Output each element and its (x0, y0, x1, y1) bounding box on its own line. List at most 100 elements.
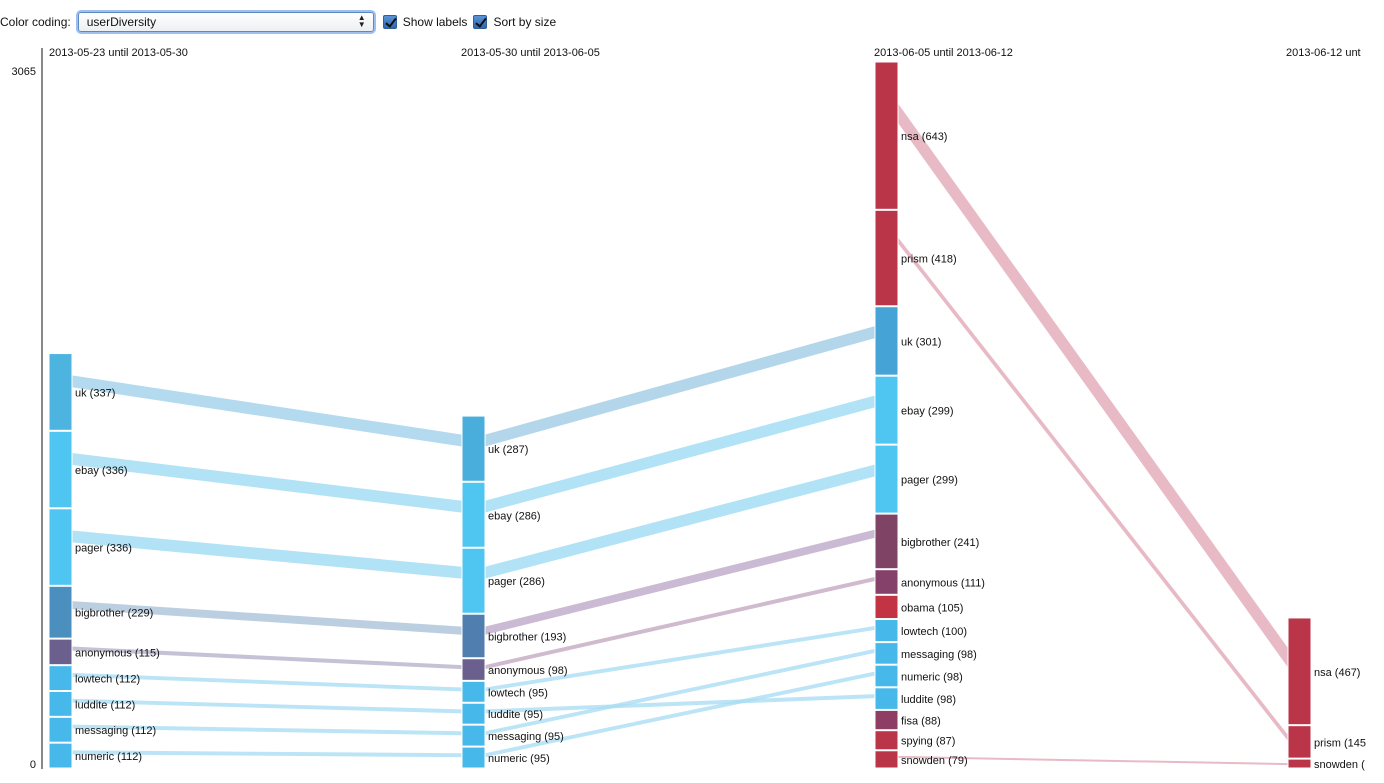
topic-label-nsa: nsa (467) (1314, 667, 1360, 679)
topic-label-prism: prism (145 (1314, 737, 1366, 749)
topic-node-anonymous[interactable] (48, 638, 73, 666)
topic-label-fisa: fisa (88) (901, 716, 941, 728)
topic-node-bigbrother[interactable] (461, 613, 486, 659)
flow-link-pager[interactable] (485, 464, 875, 579)
topic-label-lowtech: lowtech (112) (75, 674, 140, 686)
topic-label-bigbrother: bigbrother (193) (488, 631, 566, 643)
color-coding-selected-value: userDiversity (86, 15, 157, 29)
topic-label-luddite: luddite (98) (901, 694, 956, 706)
flow-link-uk[interactable] (485, 326, 875, 447)
topic-node-snowden[interactable] (1287, 758, 1312, 769)
topic-node-numeric[interactable] (874, 664, 899, 688)
topic-nodes (48, 61, 1312, 769)
topic-label-anonymous: anonymous (98) (488, 665, 568, 677)
flow-link-anonymous[interactable] (485, 576, 875, 670)
flow-link-numeric[interactable] (485, 671, 875, 758)
topic-node-messaging[interactable] (48, 716, 73, 743)
topic-node-lowtech[interactable] (48, 665, 73, 691)
topic-node-uk[interactable] (874, 306, 899, 376)
topic-node-prism[interactable] (874, 209, 899, 307)
select-arrows-icon: ▲ ▼ (357, 13, 366, 29)
time-period-header: 2013-05-23 until 2013-05-30 (49, 47, 188, 59)
show-labels-option[interactable]: Show labels (382, 15, 468, 29)
topic-node-bigbrother[interactable] (874, 513, 899, 570)
y-axis: 3065 0 (12, 48, 43, 771)
topic-node-nsa[interactable] (1287, 617, 1312, 726)
flow-link-ebay[interactable] (72, 453, 462, 513)
topic-node-spying[interactable] (874, 730, 899, 751)
topic-node-uk[interactable] (461, 415, 486, 482)
topic-label-uk: uk (301) (901, 336, 941, 348)
topic-node-anonymous[interactable] (461, 658, 486, 681)
topic-label-lowtech: lowtech (100) (901, 626, 967, 638)
topic-label-ebay: ebay (299) (901, 406, 954, 418)
y-axis-max-label: 3065 (12, 66, 36, 78)
topic-node-obama[interactable] (874, 594, 899, 620)
flow-link-numeric[interactable] (72, 750, 462, 758)
topic-node-pager[interactable] (48, 508, 73, 586)
time-period-header: 2013-05-30 until 2013-06-05 (461, 47, 600, 59)
topic-label-bigbrother: bigbrother (229) (75, 608, 153, 620)
topic-label-nsa: nsa (643) (901, 131, 947, 143)
flow-link-messaging[interactable] (72, 724, 462, 736)
flow-link-messaging[interactable] (485, 648, 875, 736)
topic-label-spying: spying (87) (901, 736, 955, 748)
topic-node-lowtech[interactable] (874, 619, 899, 643)
flow-link-luddite[interactable] (485, 694, 875, 714)
topic-node-luddite[interactable] (461, 702, 486, 725)
time-period-header: 2013-06-05 until 2013-06-12 (874, 47, 1013, 59)
topic-node-numeric[interactable] (48, 742, 73, 769)
topic-node-fisa[interactable] (874, 709, 899, 731)
topic-node-anonymous[interactable] (874, 569, 899, 595)
flow-link-lowtech[interactable] (485, 625, 875, 692)
topic-label-snowden: snowden ( (1314, 759, 1365, 771)
topic-label-obama: obama (105) (901, 602, 963, 614)
flow-link-anonymous[interactable] (72, 646, 462, 670)
topic-label-messaging: messaging (98) (901, 649, 977, 661)
topic-labels: 2013-05-23 until 2013-05-30 uk (337) ebay … (49, 47, 1366, 771)
topic-node-ebay[interactable] (461, 481, 486, 548)
topic-node-snowden[interactable] (874, 750, 899, 769)
flow-link-pager[interactable] (72, 530, 462, 579)
flow-link-luddite[interactable] (72, 698, 462, 714)
flow-link-prism[interactable] (898, 237, 1288, 742)
topic-node-messaging[interactable] (461, 724, 486, 747)
sort-by-size-option[interactable]: Sort by size (473, 15, 556, 29)
flow-link-bigbrother[interactable] (485, 529, 875, 635)
topic-label-numeric: numeric (112) (75, 751, 142, 763)
topic-node-luddite[interactable] (48, 690, 73, 717)
topic-label-luddite: luddite (95) (488, 709, 543, 721)
topic-label-anonymous: anonymous (115) (75, 647, 160, 659)
topic-label-uk: uk (337) (75, 387, 115, 399)
flow-link-lowtech[interactable] (72, 672, 462, 692)
topic-node-ebay[interactable] (48, 430, 73, 509)
flow-link-ebay[interactable] (485, 395, 875, 513)
topic-node-luddite[interactable] (874, 687, 899, 710)
topic-node-pager[interactable] (874, 444, 899, 514)
topic-node-numeric[interactable] (461, 746, 486, 769)
flow-link-bigbrother[interactable] (72, 601, 462, 635)
topic-label-bigbrother: bigbrother (241) (901, 537, 979, 549)
topic-node-prism[interactable] (1287, 725, 1312, 759)
topic-node-messaging[interactable] (874, 642, 899, 665)
show-labels-checkbox[interactable] (382, 15, 397, 29)
topic-label-anonymous: anonymous (111) (901, 578, 985, 590)
sort-by-size-checkbox[interactable] (473, 15, 488, 29)
chart-controls: Color coding: userDiversity ▲ ▼ Show labe… (0, 10, 562, 34)
topic-node-bigbrother[interactable] (48, 585, 73, 639)
topic-label-messaging: messaging (95) (488, 731, 564, 743)
time-period-header: 2013-06-12 unt (1286, 47, 1361, 59)
topic-node-lowtech[interactable] (461, 680, 486, 703)
flow-link-uk[interactable] (72, 375, 462, 447)
show-labels-label: Show labels (402, 15, 468, 29)
topic-label-pager: pager (286) (488, 576, 545, 588)
topic-node-pager[interactable] (461, 547, 486, 614)
flow-link-snowden[interactable] (898, 755, 1288, 766)
topic-node-uk[interactable] (48, 353, 73, 431)
topic-label-pager: pager (336) (75, 543, 132, 555)
color-coding-select[interactable]: userDiversity ▲ ▼ (77, 12, 374, 32)
topic-node-ebay[interactable] (874, 375, 899, 445)
topic-node-nsa[interactable] (874, 61, 899, 210)
flow-link-nsa[interactable] (898, 103, 1288, 668)
